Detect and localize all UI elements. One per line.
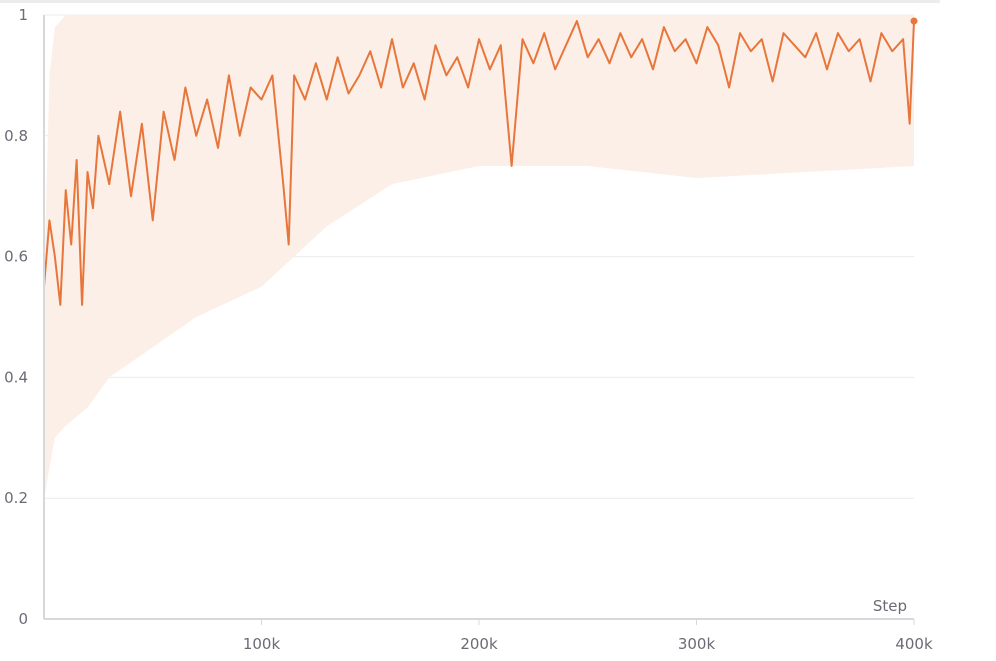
min-max-band <box>44 15 914 499</box>
axes: 0 0.2 0.4 0.6 0.8 1 100k 200k 300k 400k <box>4 6 933 653</box>
y-tick-label: 0 <box>18 610 28 628</box>
x-tick-label: 200k <box>460 635 498 653</box>
y-tick-label: 1 <box>18 6 28 24</box>
x-tick-label: 100k <box>243 635 281 653</box>
y-tick-label: 0.2 <box>4 489 28 507</box>
series-line <box>43 20 915 306</box>
x-tick-label: 400k <box>895 635 933 653</box>
y-tick-label: 0.6 <box>4 248 28 266</box>
last-point-marker <box>910 17 918 25</box>
x-tick-label: 300k <box>678 635 716 653</box>
y-tick-label: 0.4 <box>4 368 28 386</box>
x-axis-label: Step <box>873 597 907 615</box>
panel-top-border <box>0 0 940 3</box>
y-tick-label: 0.8 <box>4 127 28 145</box>
